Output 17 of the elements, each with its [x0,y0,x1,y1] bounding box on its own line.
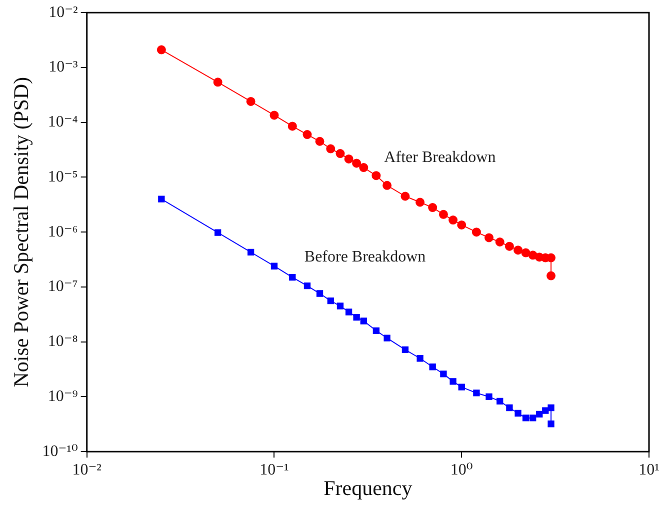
x-tick-label: 10⁻¹ [260,461,290,478]
y-tick-label: 10⁻⁵ [48,168,78,186]
y-tick-label: 10⁻³ [48,58,78,76]
y-tick-label: 10⁻⁷ [48,278,78,296]
y-tick-label: 10⁻⁴ [48,114,78,131]
y-tick-label: 10⁻⁶ [48,223,78,240]
x-tick-label: 10¹ [638,461,660,478]
y-axis-title: Noise Power Spectral Density (PSD) [9,76,34,388]
series-label: After Breakdown [384,148,496,166]
x-tick-label: 10⁻² [72,461,102,478]
x-tick-label: 10⁰ [450,461,473,478]
y-tick-label: 10⁻¹⁰ [42,442,78,460]
x-axis-title: Frequency [324,476,413,500]
y-tick-label: 10⁻² [48,4,78,21]
y-tick-label: 10⁻⁸ [48,333,78,350]
series-label: Before Breakdown [304,248,426,266]
y-tick-label: 10⁻⁹ [48,388,78,405]
